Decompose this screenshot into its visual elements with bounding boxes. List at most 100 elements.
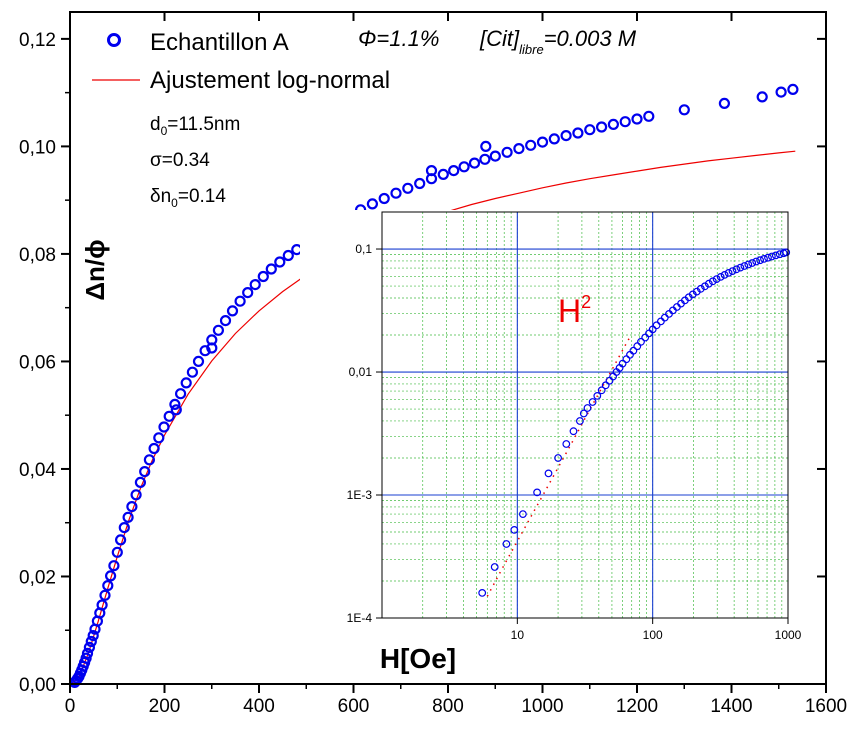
main-data-point: [242, 287, 254, 299]
legend-marker-sample: [107, 33, 121, 47]
main-data-point: [479, 153, 491, 165]
main-data-point: [80, 652, 92, 664]
main-data-point: [560, 130, 572, 142]
main-data-point: [489, 150, 501, 162]
inset-y-axis: 1E-4 1E-3 0,01 0,1: [347, 242, 382, 625]
inset-data-point: [554, 454, 562, 462]
inset-y-tick-label: 1E-3: [347, 488, 373, 502]
main-data-point: [458, 161, 470, 173]
main-y-tick-label: 0,04: [19, 460, 56, 481]
condition-labels: Φ=1.1% [Cit]libre=0.003 M: [358, 26, 637, 57]
inset-data-point: [696, 284, 705, 293]
inset-data-point: [629, 346, 638, 355]
main-data-point: [282, 249, 294, 262]
main-data-point: [118, 521, 130, 534]
inset-data-point: [724, 269, 733, 277]
main-y-tick-label: 0,12: [19, 30, 56, 51]
inset-data-point: [740, 262, 749, 270]
inset-data-point: [782, 248, 791, 257]
param-dn0: δn0=0.14: [150, 186, 226, 210]
main-data-point: [468, 157, 481, 169]
inset-data-point: [519, 510, 527, 518]
main-data-point: [378, 192, 390, 205]
inset-data-point: [708, 277, 717, 286]
main-data-point: [366, 198, 378, 210]
inset-y-tick-label: 0,1: [355, 242, 372, 256]
inset-x-axis: 10 100 1000: [511, 618, 802, 642]
inset-data-point: [648, 325, 657, 334]
main-data-point: [108, 560, 120, 572]
main-y-axis: 0,00 0,02 0,04 0,06 0,08 0,10 0,12: [19, 30, 826, 696]
main-data-point: [718, 97, 731, 110]
inset-x-axis-title: H[Oe]: [380, 643, 456, 674]
inset-data-point: [562, 440, 571, 448]
inset-data-point: [502, 540, 511, 548]
inset-data-point: [601, 381, 610, 390]
inset-points-group: [478, 248, 791, 597]
main-data-point: [104, 570, 117, 582]
main-data-point: [787, 83, 799, 96]
inset-data-point: [533, 488, 541, 497]
main-data-point: [81, 647, 94, 660]
main-x-axis: 0 200 400 600 800 1000 1200 1400 1600: [65, 12, 847, 717]
main-data-point: [548, 133, 560, 145]
inset-plot-frame: [381, 211, 789, 619]
inset-data-point: [744, 260, 753, 269]
main-data-point: [525, 139, 537, 151]
main-data-point: [199, 345, 211, 357]
main-data-point: [83, 641, 96, 654]
fit-parameters: d0=11.5nm σ=0.34 δn0=0.14: [150, 114, 240, 210]
inset-data-point: [510, 526, 519, 534]
main-data-point: [756, 91, 768, 103]
main-data-point: [134, 476, 146, 488]
main-y-tick-label: 0,10: [19, 137, 56, 158]
inset-data-point: [756, 256, 764, 265]
main-data-point: [643, 110, 655, 122]
inset-data-point: [720, 271, 729, 279]
main-x-tick-label: 1200: [616, 696, 658, 717]
main-data-point: [163, 410, 175, 422]
inset-grid: [382, 212, 788, 618]
inset-h2-label: H2: [558, 292, 591, 329]
inset-data-point: [760, 254, 768, 263]
inset-data-point: [701, 282, 709, 291]
inset-data-point: [490, 563, 499, 571]
inset-data-point: [588, 398, 597, 406]
main-data-point: [143, 454, 155, 466]
main-data-point: [513, 143, 525, 155]
main-data-point: [619, 116, 631, 128]
main-data-point: [390, 187, 402, 199]
main-x-tick-label: 0: [65, 696, 76, 717]
inset-data-point: [736, 263, 745, 272]
inset-x-tick-label: 100: [643, 628, 663, 642]
inset-data-point: [569, 427, 578, 436]
main-y-tick-label: 0,08: [19, 245, 56, 266]
param-sigma: σ=0.34: [150, 150, 210, 171]
main-data-point: [234, 295, 246, 307]
main-data-point: [274, 256, 286, 268]
main-data-point: [114, 534, 127, 546]
main-data-point: [170, 404, 182, 416]
main-data-point: [226, 305, 239, 317]
main-data-point: [536, 136, 549, 148]
main-x-tick-label: 800: [432, 696, 464, 717]
main-data-point: [595, 121, 608, 133]
inset-x-tick-label: 1000: [775, 628, 802, 642]
main-data-point: [501, 146, 513, 158]
main-data-point: [153, 432, 165, 444]
inset-data-point: [593, 392, 602, 400]
main-data-point: [192, 355, 205, 367]
main-y-tick-label: 0,00: [19, 675, 56, 696]
inset-y-tick-label: 1E-4: [347, 611, 373, 625]
main-x-tick-label: 400: [243, 696, 275, 717]
main-data-point: [480, 140, 492, 152]
main-data-point: [111, 546, 123, 558]
main-data-point: [265, 263, 277, 275]
inset-data-point: [576, 417, 584, 425]
main-data-point: [96, 599, 108, 611]
main-data-point: [87, 629, 99, 642]
main-data-point: [169, 398, 181, 410]
legend: Echantillon A Ajustement log-normal: [92, 29, 390, 94]
main-data-point: [607, 118, 620, 131]
main-data-point: [122, 511, 134, 523]
